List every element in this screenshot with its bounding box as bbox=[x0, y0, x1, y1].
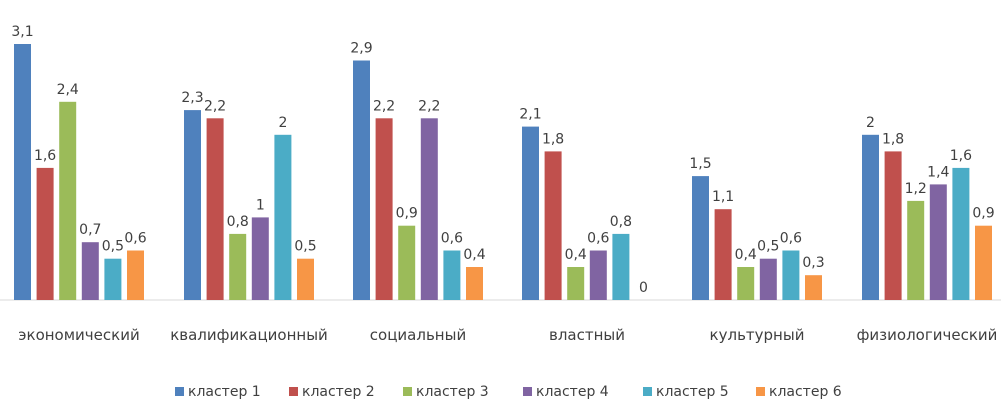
bar-2-2 bbox=[206, 118, 224, 300]
legend-label-6: кластер 6 bbox=[769, 384, 842, 400]
bar-1-6 bbox=[127, 250, 144, 300]
bar-2-4 bbox=[251, 217, 269, 300]
bar-5-5 bbox=[782, 250, 800, 300]
data-label-2-2: 2,2 bbox=[204, 98, 226, 114]
data-label-4-4: 0,6 bbox=[587, 231, 609, 247]
bar-1-2 bbox=[36, 167, 54, 300]
legend-label-5: кластер 5 bbox=[656, 384, 729, 400]
legend: кластер 1 кластер 2 кластер 3 кластер 4 клас… bbox=[175, 384, 842, 400]
bar-2-3 bbox=[229, 233, 247, 300]
data-label-5-1: 1,5 bbox=[689, 156, 711, 172]
legend-swatch-3 bbox=[403, 387, 412, 396]
data-label-3-3: 0,9 bbox=[396, 206, 418, 222]
bar-4-3 bbox=[567, 267, 585, 300]
bar-1-3 bbox=[59, 101, 77, 300]
data-label-3-1: 2,9 bbox=[350, 41, 372, 57]
category-label: экономический bbox=[18, 326, 139, 344]
legend-swatch-5 bbox=[643, 387, 652, 396]
data-label-5-4: 0,5 bbox=[757, 239, 779, 255]
bar-5-2 bbox=[714, 209, 732, 300]
bar-2-5 bbox=[274, 134, 292, 300]
data-label-4-6: 0 bbox=[639, 280, 648, 296]
data-label-1-4: 0,7 bbox=[79, 222, 101, 238]
category-label: физиологический bbox=[857, 326, 998, 344]
bar-6-1 bbox=[862, 134, 879, 300]
data-label-6-3: 1,2 bbox=[905, 181, 927, 197]
bar-4-1 bbox=[522, 126, 539, 300]
data-label-5-5: 0,6 bbox=[780, 231, 802, 247]
bar-1-1 bbox=[14, 44, 31, 300]
bar-4-4 bbox=[589, 250, 607, 300]
legend-label-2: кластер 2 bbox=[302, 384, 375, 400]
legend-swatch-4 bbox=[523, 387, 532, 396]
bar-6-5 bbox=[952, 167, 970, 300]
bar-3-6 bbox=[466, 267, 483, 300]
data-label-1-5: 0,5 bbox=[102, 239, 124, 255]
data-label-5-3: 0,4 bbox=[735, 247, 757, 263]
data-label-4-2: 1,8 bbox=[542, 131, 564, 147]
data-label-3-5: 0,6 bbox=[441, 231, 463, 247]
legend-swatch-6 bbox=[756, 387, 765, 396]
data-label-1-2: 1,6 bbox=[34, 148, 56, 164]
data-label-5-6: 0,3 bbox=[802, 255, 824, 271]
legend-swatch-2 bbox=[289, 387, 298, 396]
bar-3-2 bbox=[375, 118, 393, 300]
bar-1-5 bbox=[104, 258, 122, 300]
category-label: культурный bbox=[710, 326, 805, 344]
data-label-2-1: 2,3 bbox=[181, 90, 203, 106]
data-label-4-1: 2,1 bbox=[519, 107, 541, 123]
data-label-2-3: 0,8 bbox=[227, 214, 249, 230]
data-label-4-5: 0,8 bbox=[610, 214, 632, 230]
data-label-6-2: 1,8 bbox=[882, 131, 904, 147]
data-label-1-1: 3,1 bbox=[11, 24, 33, 40]
bars-group bbox=[14, 44, 992, 300]
legend-label-1: кластер 1 bbox=[188, 384, 261, 400]
bar-3-1 bbox=[353, 60, 370, 300]
bar-6-3 bbox=[907, 200, 925, 300]
bar-5-4 bbox=[759, 258, 777, 300]
data-label-1-3: 2,4 bbox=[57, 82, 79, 98]
data-label-3-6: 0,4 bbox=[463, 247, 485, 263]
data-label-1-6: 0,6 bbox=[124, 231, 146, 247]
data-label-3-4: 2,2 bbox=[418, 98, 440, 114]
data-label-3-2: 2,2 bbox=[373, 98, 395, 114]
legend-label-4: кластер 4 bbox=[536, 384, 609, 400]
bar-3-3 bbox=[398, 225, 416, 300]
category-label: квалификационный bbox=[170, 326, 328, 344]
bar-1-4 bbox=[81, 242, 99, 300]
category-labels-group: экономический квалификационный социальный в… bbox=[18, 326, 997, 344]
category-label: властный bbox=[549, 326, 625, 344]
data-label-2-5: 2 bbox=[278, 115, 287, 131]
data-label-6-5: 1,6 bbox=[950, 148, 972, 164]
bar-4-2 bbox=[544, 151, 562, 300]
data-labels-group: 3,11,62,40,70,50,62,32,20,8120,52,92,20,… bbox=[11, 24, 994, 296]
data-label-4-3: 0,4 bbox=[565, 247, 587, 263]
bar-2-6 bbox=[297, 258, 314, 300]
bar-5-3 bbox=[737, 267, 755, 300]
bar-4-5 bbox=[612, 233, 630, 300]
data-label-6-6: 0,9 bbox=[972, 206, 994, 222]
bar-3-4 bbox=[420, 118, 438, 300]
bar-6-2 bbox=[884, 151, 902, 300]
data-label-5-2: 1,1 bbox=[712, 189, 734, 205]
bar-2-1 bbox=[184, 110, 201, 300]
data-label-2-4: 1 bbox=[256, 197, 265, 213]
data-label-2-6: 0,5 bbox=[294, 239, 316, 255]
category-label: социальный bbox=[370, 326, 466, 344]
data-label-6-4: 1,4 bbox=[927, 164, 949, 180]
data-label-6-1: 2 bbox=[866, 115, 875, 131]
bar-6-6 bbox=[975, 225, 992, 300]
bar-3-5 bbox=[443, 250, 461, 300]
legend-swatch-1 bbox=[175, 387, 184, 396]
bar-5-6 bbox=[805, 275, 822, 300]
legend-label-3: кластер 3 bbox=[416, 384, 489, 400]
bar-6-4 bbox=[929, 184, 947, 300]
bar-5-1 bbox=[692, 176, 709, 300]
